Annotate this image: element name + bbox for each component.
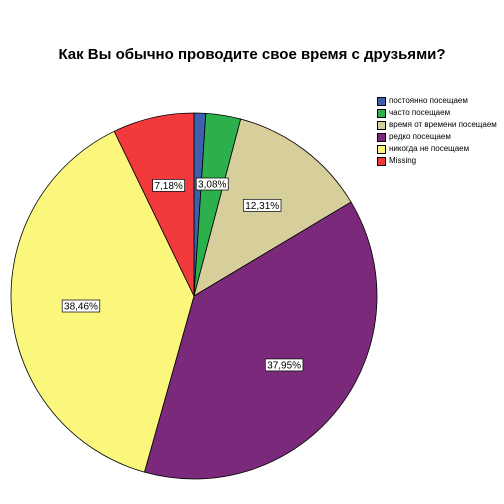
data-label-text: 3,08% xyxy=(198,180,226,191)
legend: постоянно посещаем часто посещаем время … xyxy=(377,96,501,168)
legend-swatch xyxy=(377,133,386,142)
chart-title: Как Вы обычно проводите свое время с дру… xyxy=(58,46,446,63)
pie-slice xyxy=(113,112,195,297)
legend-label: Missing xyxy=(389,156,417,165)
legend-label: редко посещаем xyxy=(389,132,451,141)
legend-swatch xyxy=(377,109,386,118)
pie-slice xyxy=(10,130,195,473)
data-label-text: 7,18% xyxy=(154,181,182,192)
data-label-text: 12,31% xyxy=(245,201,279,212)
data-label: 38,46% xyxy=(61,299,101,313)
pie-slice xyxy=(143,201,378,480)
data-label-box xyxy=(61,299,101,313)
data-label: 37,95% xyxy=(264,358,304,372)
data-label: 3,08% xyxy=(195,177,229,191)
data-label-box xyxy=(243,198,282,212)
data-label-text: 37,95% xyxy=(267,360,301,371)
legend-swatch xyxy=(377,121,386,130)
legend-label: никогда не посещаем xyxy=(389,144,470,153)
data-label: 12,31% xyxy=(243,198,282,212)
legend-item: редко посещаем xyxy=(377,132,501,142)
data-label: 7,18% xyxy=(152,179,185,192)
data-label-box xyxy=(152,179,185,192)
legend-swatch xyxy=(377,145,386,154)
legend-item: никогда не посещаем xyxy=(377,144,501,154)
data-label-box xyxy=(195,177,229,191)
legend-swatch xyxy=(377,157,386,166)
legend-label: постоянно посещаем xyxy=(389,96,468,105)
legend-item: постоянно посещаем xyxy=(377,96,501,106)
legend-item: время от времени посещаем xyxy=(377,120,501,130)
data-label-box xyxy=(264,358,304,372)
legend-item: Missing xyxy=(377,156,501,166)
legend-label: время от времени посещаем xyxy=(389,120,497,129)
legend-label: часто посещаем xyxy=(389,108,451,117)
legend-item: часто посещаем xyxy=(377,108,501,118)
data-label-text: 38,46% xyxy=(64,302,98,313)
legend-swatch xyxy=(377,97,386,106)
